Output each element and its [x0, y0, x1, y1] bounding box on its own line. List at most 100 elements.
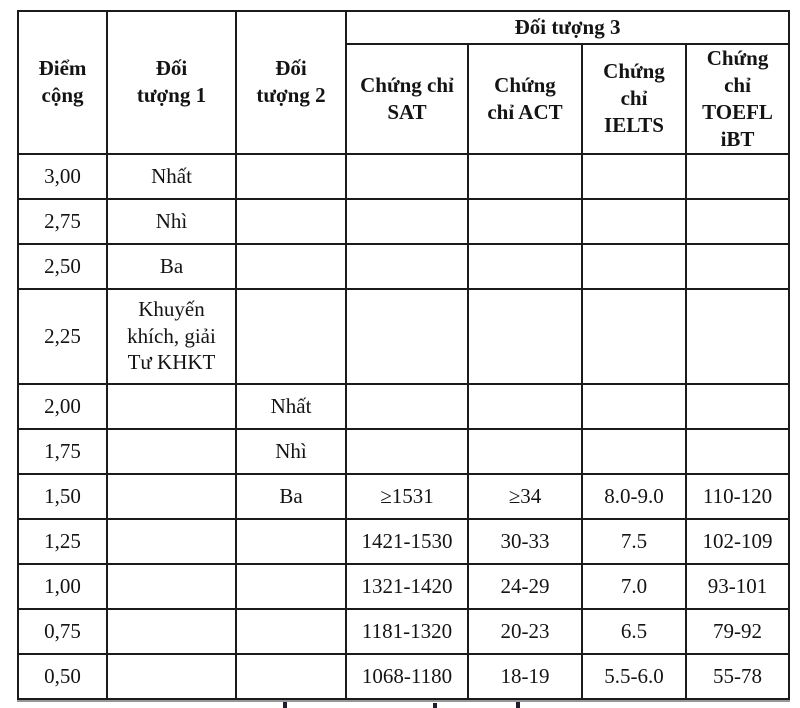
- table-row: 1,25 1421-1530 30-33 7.5 102-109: [17, 517, 791, 565]
- cell-dt2: [235, 652, 347, 700]
- cell-toefl: [684, 427, 791, 475]
- cell-diem: 2,75: [17, 197, 108, 245]
- score-conversion-table: Điểm cộng Đối tượng 1 Đối tượng 2 Đối tư…: [17, 10, 791, 700]
- cell-dt1: Khuyến khích, giải Tư KHKT: [106, 287, 237, 385]
- header-doi-tuong-2: Đối tượng 2: [235, 10, 347, 155]
- cell-sat: [345, 152, 469, 200]
- cell-dt2: Nhất: [235, 382, 347, 430]
- cell-dt2: [235, 562, 347, 610]
- cell-act: [467, 287, 583, 385]
- table-row: 1,00 1321-1420 24-29 7.0 93-101: [17, 562, 791, 610]
- cell-toefl: [684, 382, 791, 430]
- cell-diem: 1,25: [17, 517, 108, 565]
- table-row: 2,50 Ba: [17, 242, 791, 290]
- header-cert-sat: Chứng chỉ SAT: [345, 43, 469, 155]
- header-doi-tuong-1: Đối tượng 1: [106, 10, 237, 155]
- header-doi-tuong-3: Đối tượng 3: [344, 10, 791, 45]
- header-diem-cong: Điểm cộng: [17, 10, 108, 155]
- cell-dt2: Nhì: [235, 427, 347, 475]
- cell-sat: 1181-1320: [345, 607, 469, 655]
- cell-toefl: [684, 287, 791, 385]
- cell-diem: 1,75: [17, 427, 108, 475]
- cell-dt1: [106, 562, 237, 610]
- cell-sat: [345, 382, 469, 430]
- cell-dt1: [106, 427, 237, 475]
- cell-toefl: [684, 242, 791, 290]
- header-cert-act: Chứng chỉ ACT: [467, 43, 583, 155]
- cell-ielts: 7.0: [581, 562, 687, 610]
- cell-act: [467, 152, 583, 200]
- cell-sat: 1321-1420: [345, 562, 469, 610]
- cell-toefl: 93-101: [684, 562, 791, 610]
- cell-sat: [345, 427, 469, 475]
- cell-act: [467, 242, 583, 290]
- cell-ielts: [581, 427, 687, 475]
- cell-diem: 0,50: [17, 652, 108, 700]
- cell-diem: 2,25: [17, 287, 108, 385]
- cell-toefl: 55-78: [684, 652, 791, 700]
- cell-diem: 0,75: [17, 607, 108, 655]
- cell-act: ≥34: [467, 472, 583, 520]
- cell-ielts: [581, 287, 687, 385]
- cropped-caption-fragment: [516, 702, 520, 708]
- cell-ielts: 7.5: [581, 517, 687, 565]
- cell-dt1: Ba: [106, 242, 237, 290]
- cell-toefl: 79-92: [684, 607, 791, 655]
- cell-diem: 1,00: [17, 562, 108, 610]
- cell-diem: 3,00: [17, 152, 108, 200]
- cell-act: 20-23: [467, 607, 583, 655]
- cell-act: 18-19: [467, 652, 583, 700]
- table-row: 3,00 Nhất: [17, 152, 791, 200]
- cell-diem: 2,50: [17, 242, 108, 290]
- cell-act: 30-33: [467, 517, 583, 565]
- table-row: 2,25 Khuyến khích, giải Tư KHKT: [17, 287, 791, 385]
- cell-sat: 1421-1530: [345, 517, 469, 565]
- cell-dt1: [106, 472, 237, 520]
- cell-dt1: [106, 607, 237, 655]
- cell-toefl: 102-109: [684, 517, 791, 565]
- cell-dt2: Ba: [235, 472, 347, 520]
- cell-sat: ≥1531: [345, 472, 469, 520]
- cell-sat: 1068-1180: [345, 652, 469, 700]
- cell-ielts: [581, 382, 687, 430]
- header-cert-ielts: Chứng chỉ IELTS: [581, 43, 687, 155]
- table-row: 0,75 1181-1320 20-23 6.5 79-92: [17, 607, 791, 655]
- cell-diem: 2,00: [17, 382, 108, 430]
- cropped-caption-fragment: [283, 702, 287, 708]
- cell-ielts: 8.0-9.0: [581, 472, 687, 520]
- cell-ielts: [581, 152, 687, 200]
- cell-dt1: [106, 652, 237, 700]
- cropped-caption-fragment: [433, 703, 437, 708]
- table-row: 2,75 Nhì: [17, 197, 791, 245]
- cell-ielts: [581, 242, 687, 290]
- cell-sat: [345, 197, 469, 245]
- cell-dt2: [235, 197, 347, 245]
- cell-dt2: [235, 152, 347, 200]
- cell-ielts: 6.5: [581, 607, 687, 655]
- table-row: 0,50 1068-1180 18-19 5.5-6.0 55-78: [17, 652, 791, 700]
- cell-act: [467, 197, 583, 245]
- cell-act: [467, 382, 583, 430]
- cell-act: 24-29: [467, 562, 583, 610]
- table-row: 1,50 Ba ≥1531 ≥34 8.0-9.0 110-120: [17, 472, 791, 520]
- cell-diem: 1,50: [17, 472, 108, 520]
- cell-dt1: Nhất: [106, 152, 237, 200]
- cell-sat: [345, 287, 469, 385]
- cell-ielts: [581, 197, 687, 245]
- cell-dt2: [235, 287, 347, 385]
- cell-sat: [345, 242, 469, 290]
- header-row-certs: Chứng chỉ SAT Chứng chỉ ACT Chứng chỉ IE…: [18, 43, 791, 155]
- header-row-group: Điểm cộng Đối tượng 1 Đối tượng 2 Đối tư…: [17, 10, 791, 155]
- cell-dt2: [235, 517, 347, 565]
- header-cert-toefl-ibt: Chứng chỉ TOEFL iBT: [684, 43, 791, 155]
- cell-toefl: [684, 197, 791, 245]
- cell-act: [467, 427, 583, 475]
- cell-dt2: [235, 607, 347, 655]
- cell-dt1: [106, 382, 237, 430]
- cell-dt1: [106, 517, 237, 565]
- cell-toefl: 110-120: [684, 472, 791, 520]
- cell-ielts: 5.5-6.0: [581, 652, 687, 700]
- table-row: 2,00 Nhất: [17, 382, 791, 430]
- cell-toefl: [684, 152, 791, 200]
